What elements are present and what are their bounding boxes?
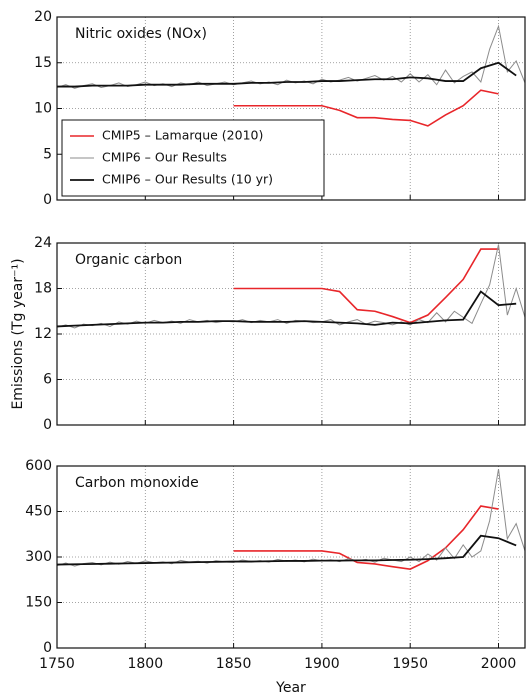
series-line (233, 89, 499, 127)
x-axis-label: Year (275, 680, 306, 696)
plot-frame (56, 16, 526, 201)
plot-frame (56, 465, 526, 649)
x-tick-label: 1750 (39, 656, 75, 672)
x-tick-label: 2000 (481, 656, 517, 672)
y-tick-label: 24 (34, 235, 52, 251)
y-tick-label: 0 (43, 640, 52, 656)
y-tick-label: 20 (34, 9, 52, 25)
y-tick-label: 15 (34, 55, 52, 71)
y-tick-label: 18 (34, 281, 52, 297)
y-tick-label: 300 (25, 549, 52, 565)
series-line (57, 61, 517, 88)
y-tick-label: 0 (43, 192, 52, 208)
y-tick-label: 150 (25, 595, 52, 611)
panel-title: Carbon monoxide (75, 475, 199, 491)
x-tick-label: 1950 (392, 656, 428, 672)
legend-label: CMIP5 – Lamarque (2010) (102, 128, 263, 143)
x-tick-label: 1900 (304, 656, 340, 672)
y-tick-label: 6 (43, 372, 52, 388)
panel-title: Nitric oxides (NOx) (75, 26, 207, 42)
series-line (57, 290, 517, 328)
series-line (233, 505, 499, 570)
y-tick-label: 10 (34, 101, 52, 117)
series-line (233, 248, 499, 324)
legend-label: CMIP6 – Our Results (10 yr) (102, 172, 273, 187)
plot-frame (56, 242, 526, 426)
y-tick-label: 450 (25, 504, 52, 520)
x-tick-label: 1800 (127, 656, 163, 672)
y-tick-label: 600 (25, 458, 52, 474)
panel-title: Organic carbon (75, 252, 182, 268)
legend-label: CMIP6 – Our Results (102, 150, 227, 165)
series-line (57, 534, 517, 566)
x-tick-label: 1850 (216, 656, 252, 672)
legend-box (61, 119, 325, 197)
y-tick-label: 12 (34, 326, 52, 342)
y-tick-label: 5 (43, 146, 52, 162)
y-axis-label: Emissions (Tg year⁻¹) (10, 258, 26, 409)
y-tick-label: 0 (43, 417, 52, 433)
